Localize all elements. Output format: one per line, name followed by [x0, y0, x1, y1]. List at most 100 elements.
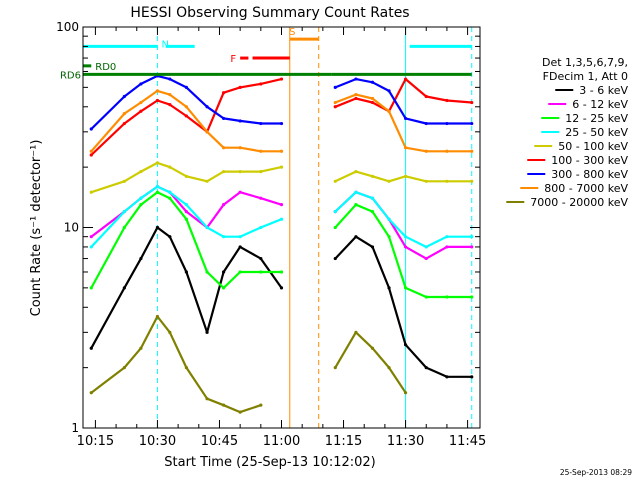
- series-point-7000-20000-kev-8: [222, 403, 226, 407]
- series-point-3-6-kev-10: [259, 256, 263, 261]
- series-point-3-6-kev-9: [238, 245, 242, 249]
- series-point-100-300-kev-10: [259, 82, 263, 86]
- series-point-50-100-kev-4: [155, 161, 160, 165]
- series-point-25-50-kev-17: [387, 217, 391, 221]
- series-point-7000-20000-kev-9: [238, 410, 242, 414]
- series-point-300-800-kev-10: [259, 121, 263, 126]
- series-point-3-6-kev-17: [387, 286, 391, 290]
- series-point-100-300-kev-9: [238, 85, 242, 89]
- series-point-800-7000-kev-2: [122, 111, 126, 116]
- series-point-50-100-kev-21: [470, 179, 474, 183]
- series-point-800-7000-kev-19: [424, 149, 428, 153]
- series-point-300-800-kev-20: [445, 121, 449, 126]
- series-point-3-6-kev-8: [222, 270, 226, 274]
- series-point-100-300-kev-15: [354, 96, 358, 101]
- series-point-3-6-kev-20: [445, 375, 449, 379]
- series-point-800-7000-kev-10: [259, 149, 263, 153]
- series-point-6-12-kev-8: [222, 203, 226, 207]
- series-point-300-800-kev-2: [122, 94, 126, 99]
- legend-label-100-300-kev: 100 - 300 keV: [551, 154, 628, 167]
- series-point-3-6-kev-15: [354, 235, 358, 239]
- series-point-12-25-kev-20: [445, 295, 449, 299]
- legend-label-12-25-kev: 12 - 25 keV: [565, 112, 628, 125]
- legend-label-6-12-kev: 6 - 12 keV: [572, 98, 628, 111]
- series-point-3-6-kev-18: [403, 343, 408, 347]
- series-point-3-6-kev-1: [89, 346, 93, 350]
- series-point-300-800-kev-17: [387, 89, 391, 93]
- series-point-7000-20000-kev-6: [184, 366, 188, 370]
- series-point-800-7000-kev-6: [184, 105, 188, 109]
- series-point-800-7000-kev-14: [333, 100, 337, 105]
- series-point-800-7000-kev-21: [470, 149, 474, 153]
- series-point-7000-20000-kev-18: [403, 391, 408, 395]
- series-point-12-25-kev-16: [370, 210, 375, 214]
- x-tick-label-1115: 11:15: [325, 434, 362, 449]
- series-point-25-50-kev-6: [184, 203, 188, 207]
- series-point-7000-20000-kev-1: [89, 391, 93, 395]
- series-point-100-300-kev-6: [184, 114, 188, 118]
- series-point-12-25-kev-3: [139, 203, 143, 207]
- series-point-50-100-kev-9: [238, 170, 242, 174]
- series-point-6-12-kev-20: [445, 245, 449, 249]
- y-axis-label: Count Rate (s⁻¹ detector⁻¹): [29, 140, 44, 317]
- series-point-12-25-kev-14: [333, 225, 337, 230]
- series-point-100-300-kev-14: [333, 105, 337, 109]
- y-tick-label-10: 10: [64, 221, 79, 235]
- legend-label-800-7000-kev: 800 - 7000 keV: [544, 182, 628, 195]
- series-point-50-100-kev-8: [222, 170, 226, 174]
- series-point-7000-20000-kev-5: [168, 330, 172, 334]
- series-point-12-25-kev-8: [222, 286, 226, 290]
- legend-label-25-50-kev: 25 - 50 keV: [565, 126, 628, 139]
- series-point-6-12-kev-21: [470, 245, 474, 249]
- series-point-100-300-kev-2: [122, 121, 126, 126]
- series-point-100-300-kev-20: [445, 98, 449, 103]
- series-point-300-800-kev-7: [205, 105, 209, 109]
- x-tick-label-1030: 10:30: [139, 434, 176, 449]
- series-point-300-800-kev-5: [168, 77, 172, 81]
- series-point-7000-20000-kev-14: [333, 366, 337, 370]
- legend: Det 1,3,5,6,7,9, FDecim 1, Att 0 3 - 6 k…: [506, 56, 628, 209]
- series-point-300-800-kev-3: [139, 82, 143, 86]
- series-point-300-800-kev-1: [89, 127, 93, 131]
- series-point-300-800-kev-19: [424, 121, 428, 126]
- series-point-800-7000-kev-3: [139, 100, 143, 105]
- series-point-800-7000-kev-4: [155, 89, 160, 93]
- legend-label-50-100-kev: 50 - 100 keV: [558, 140, 628, 153]
- series-lines: [89, 74, 474, 414]
- series-point-50-100-kev-3: [139, 170, 143, 174]
- series-point-7000-20000-kev-16: [370, 346, 375, 350]
- flag-label-f: F: [230, 54, 236, 65]
- series-point-25-50-kev-2: [122, 210, 126, 214]
- series-point-25-50-kev-11: [279, 217, 284, 221]
- plot-area: N F S RD0 RD6 10:15 10:30 10:45 11:00 11:15 11:30…: [56, 20, 486, 449]
- axis-ticks: 10:15 10:30 10:45 11:00 11:15 11:30 11:45 1 10 10…: [56, 20, 486, 449]
- flag-label-rd0: RD0: [95, 62, 116, 73]
- x-tick-label-1045: 10:45: [201, 434, 238, 449]
- series-point-6-12-kev-11: [279, 203, 284, 207]
- series-point-12-25-kev-6: [184, 217, 188, 221]
- series-point-25-50-kev-3: [139, 196, 143, 200]
- series-point-25-50-kev-19: [424, 245, 428, 249]
- series-point-800-7000-kev-7: [205, 130, 209, 134]
- series-point-50-100-kev-5: [168, 165, 172, 169]
- series-point-50-100-kev-17: [387, 179, 391, 183]
- series-point-12-25-kev-11: [279, 270, 284, 274]
- series-point-12-25-kev-7: [205, 270, 209, 274]
- series-point-12-25-kev-2: [122, 225, 126, 230]
- series-point-25-50-kev-7: [205, 225, 209, 230]
- series-point-100-300-kev-18: [403, 77, 408, 81]
- series-point-100-300-kev-8: [222, 91, 226, 95]
- series-point-25-50-kev-10: [259, 225, 263, 230]
- series-point-100-300-kev-3: [139, 109, 143, 113]
- series-point-100-300-kev-19: [424, 94, 428, 99]
- series-point-25-50-kev-14: [333, 210, 337, 214]
- series-point-7000-20000-kev-4: [155, 314, 160, 319]
- y-tick-label-100: 100: [56, 20, 79, 34]
- series-point-800-7000-kev-16: [370, 96, 375, 101]
- series-point-300-800-kev-21: [470, 121, 474, 126]
- series-point-12-25-kev-19: [424, 295, 428, 299]
- y-tick-label-1: 1: [71, 421, 79, 435]
- series-point-800-7000-kev-18: [403, 146, 408, 150]
